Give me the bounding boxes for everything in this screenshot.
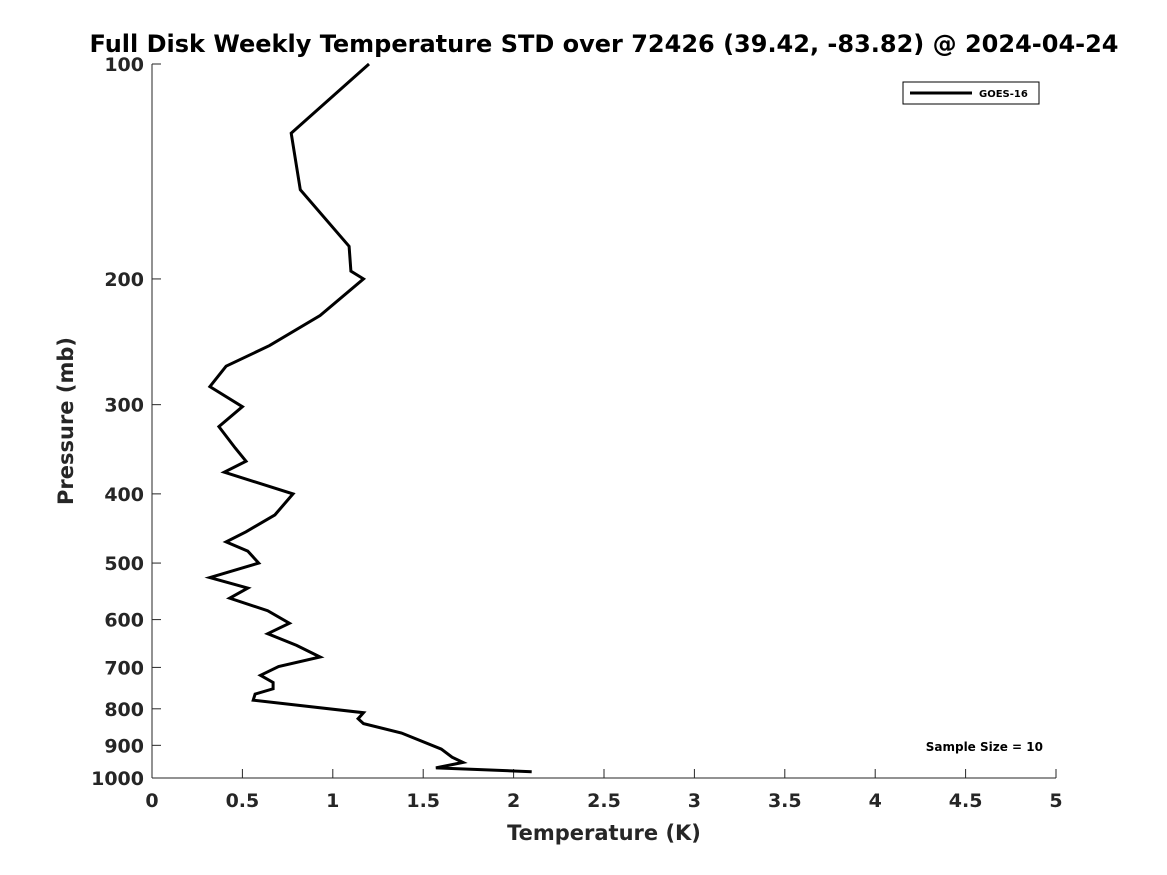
y-axis-ticks: 100 200 300 400 500 600 700 800 900 1000 (91, 54, 161, 790)
x-tick-label: 4 (869, 790, 882, 812)
x-tick-label: 1 (326, 790, 339, 812)
y-tick-label: 600 (104, 610, 144, 632)
x-tick-label: 3.5 (768, 790, 802, 812)
x-axis-ticks: 0 0.5 1 1.5 2 2.5 3 3.5 4 4.5 5 (145, 769, 1063, 812)
legend: GOES-16 (902, 81, 1040, 105)
y-tick-label: 200 (104, 269, 144, 291)
sample-size-annotation: Sample Size = 10 (926, 740, 1043, 754)
y-tick-label: 1000 (91, 768, 144, 790)
y-tick-label: 800 (104, 699, 144, 721)
x-tick-label: 3 (688, 790, 701, 812)
y-tick-label: 100 (104, 54, 144, 76)
y-tick-label: 400 (104, 484, 144, 506)
y-tick-label: 500 (104, 553, 144, 575)
x-tick-label: 5 (1049, 790, 1062, 812)
series-layer (204, 62, 532, 774)
y-axis-label: Pressure (mb) (54, 337, 78, 505)
y-tick-label: 700 (104, 657, 144, 679)
series-line-goes-16 (204, 62, 532, 774)
x-axis-label: Temperature (K) (507, 821, 701, 845)
y-tick-label: 900 (104, 735, 144, 757)
x-tick-label: 1.5 (406, 790, 440, 812)
chart-title: Full Disk Weekly Temperature STD over 72… (90, 30, 1119, 58)
x-tick-label: 2 (507, 790, 520, 812)
legend-label-goes-16: GOES-16 (979, 89, 1028, 100)
x-tick-label: 4.5 (949, 790, 983, 812)
x-tick-label: 2.5 (587, 790, 621, 812)
y-tick-label: 300 (104, 395, 144, 417)
x-tick-label: 0 (145, 790, 158, 812)
x-tick-label: 0.5 (226, 790, 260, 812)
